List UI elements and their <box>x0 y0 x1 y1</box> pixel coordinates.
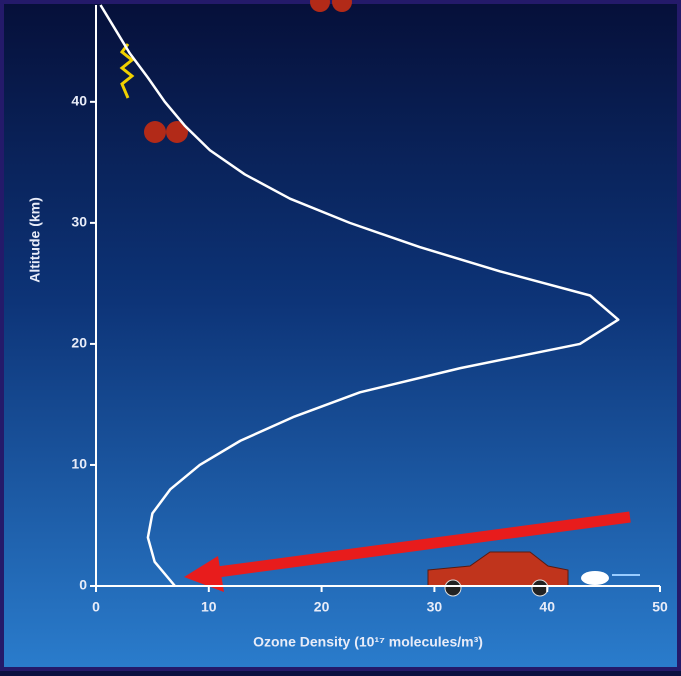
x-tick-label: 10 <box>201 599 217 615</box>
x-tick-label: 40 <box>539 599 555 615</box>
y-tick-label: 0 <box>79 577 87 593</box>
x-tick-label: 30 <box>427 599 443 615</box>
background <box>4 4 677 667</box>
x-tick-label: 50 <box>652 599 668 615</box>
x-tick-label: 20 <box>314 599 330 615</box>
x-axis-label: Ozone Density (10¹⁷ molecules/m³) <box>253 634 483 650</box>
y-tick-label: 10 <box>71 456 87 472</box>
y-axis-label: Altitude (km) <box>27 197 43 283</box>
y-tick-label: 20 <box>71 335 87 351</box>
ozone-curve <box>99 4 620 587</box>
sun-ray <box>119 43 135 99</box>
y-tick-label: 40 <box>71 93 87 109</box>
pointer-arrow <box>184 511 631 592</box>
oxygen-molecule <box>144 0 352 143</box>
y-tick-label: 30 <box>71 214 87 230</box>
x-tick-label: 0 <box>92 599 100 615</box>
